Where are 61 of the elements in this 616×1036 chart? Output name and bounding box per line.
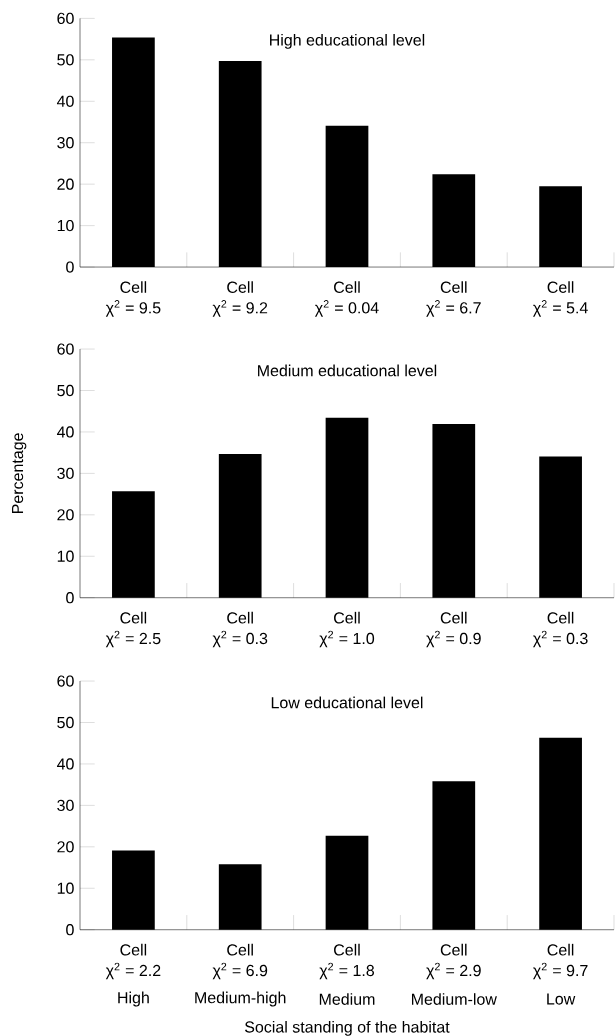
text: χ$^{2}$ = 6.9 <box>212 962 268 980</box>
text: Low educational level <box>271 696 423 709</box>
y-tick-label: 60 <box>57 675 74 687</box>
x-tick-label: Medium <box>319 993 375 1005</box>
text: High educational level <box>270 33 425 49</box>
y-tick-label: 0 <box>66 924 74 936</box>
text: Medium educational level <box>258 364 437 377</box>
y-tick-label: 30 <box>57 137 74 149</box>
text: Cell <box>120 281 147 293</box>
x-tick-label: Medium-low <box>411 993 497 1005</box>
text: χ$^{2}$ = 9.5 <box>105 300 161 317</box>
y-tick-label: 40 <box>56 758 74 770</box>
text: Cell <box>120 611 147 624</box>
text: Cell <box>440 281 467 293</box>
text: χ$^{2}$ = 5.4 <box>533 300 588 317</box>
text: χ$^{2}$ = 1.0 <box>319 630 375 648</box>
x-axis-title: Social standing of the habitat <box>244 1020 450 1036</box>
text: χ$^{2}$ = 9.2 <box>212 300 268 317</box>
x-tick-label: Low <box>547 993 576 1005</box>
text: χ$^{2}$ = 6.7 <box>426 300 481 317</box>
text: Cell <box>227 281 253 293</box>
y-tick-label: 30 <box>57 799 74 812</box>
y-tick-label: 50 <box>57 384 74 397</box>
text: Cell <box>334 611 360 624</box>
y-tick-label: 20 <box>57 178 74 190</box>
y-tick-label: 60 <box>57 12 74 25</box>
text: χ$^{2}$ = 9.7 <box>533 962 588 980</box>
y-tick-label: 20 <box>57 841 74 853</box>
text: χ$^{2}$ = 2.5 <box>105 630 161 648</box>
text: Cell <box>334 281 360 293</box>
y-tick-label: 40 <box>56 426 74 438</box>
y-tick-label: 40 <box>56 95 74 107</box>
x-tick-label: Medium-high <box>195 991 286 1007</box>
text: χ$^{2}$ = 0.04 <box>314 300 379 317</box>
y-tick-label: 20 <box>57 509 74 521</box>
x-tick-label: High <box>118 991 149 1007</box>
text: Cell <box>120 943 147 956</box>
y-tick-label: 60 <box>57 343 74 355</box>
y-tick-label: 10 <box>57 219 74 232</box>
text: Cell <box>334 943 360 956</box>
text: Cell <box>227 943 253 956</box>
y-tick-label: 30 <box>57 467 74 480</box>
text: Cell <box>547 281 574 293</box>
y-tick-label: 50 <box>57 716 74 729</box>
y-tick-label: 10 <box>57 882 74 894</box>
text: Cell <box>547 943 574 956</box>
y-tick-label: 0 <box>66 261 74 273</box>
text: χ$^{2}$ = 0.9 <box>426 630 481 648</box>
text: Cell <box>440 943 467 956</box>
text: Cell <box>227 611 253 624</box>
text: χ$^{2}$ = 0.3 <box>533 630 588 648</box>
text: Cell <box>547 611 574 624</box>
y-tick-label: 10 <box>57 550 74 562</box>
text: Cell <box>440 611 467 624</box>
y-axis-title: Percentage <box>12 433 27 513</box>
y-tick-label: 50 <box>57 54 74 66</box>
text: χ$^{2}$ = 1.8 <box>319 962 375 980</box>
text: χ$^{2}$ = 0.3 <box>212 630 268 648</box>
text: χ$^{2}$ = 2.2 <box>105 962 161 980</box>
text: χ$^{2}$ = 2.9 <box>426 962 481 980</box>
y-tick-label: 0 <box>66 592 74 604</box>
